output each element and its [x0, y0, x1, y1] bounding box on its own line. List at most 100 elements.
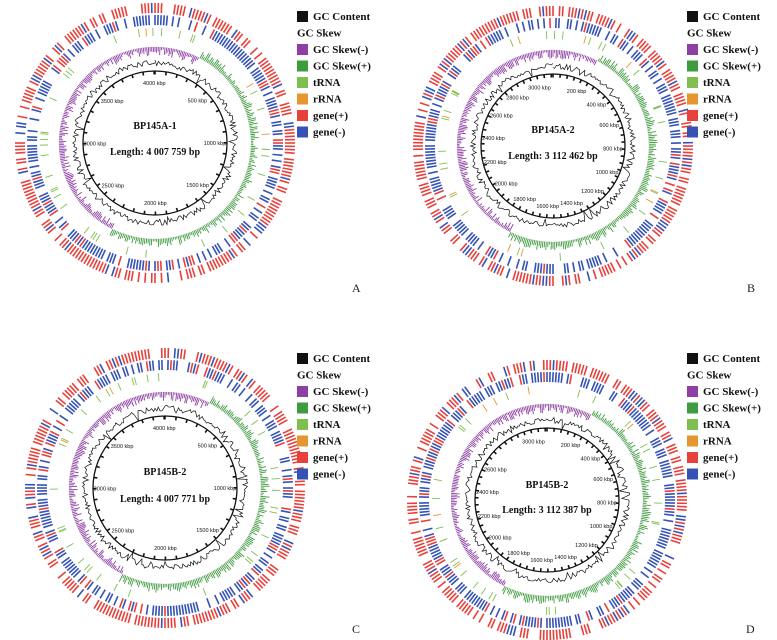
- tick-mark: [500, 552, 504, 556]
- tick-label: 500 kbp: [188, 99, 208, 105]
- gene-mark: [657, 425, 667, 433]
- gc-skew-mark: [121, 402, 125, 408]
- gene-mark: [39, 85, 50, 92]
- gc-skew-mark: [78, 526, 87, 531]
- gc-skew-mark: [545, 241, 547, 250]
- gc-skew-mark: [603, 577, 609, 585]
- trna-mark: [256, 107, 265, 111]
- gc-skew-mark: [127, 399, 131, 406]
- gc-skew-mark: [77, 447, 84, 451]
- gc-skew-mark: [626, 441, 634, 447]
- gene-mark: [268, 108, 279, 113]
- gene-mark: [182, 6, 186, 17]
- tick-label: 1800 kbp: [513, 197, 536, 203]
- gene-mark: [228, 234, 236, 244]
- legend-swatch: [297, 402, 308, 414]
- tick-mark: [499, 96, 503, 101]
- gene-mark: [423, 92, 433, 98]
- gene-mark: [458, 225, 468, 234]
- gene-mark: [657, 453, 667, 459]
- gc-skew-mark: [563, 50, 566, 59]
- gc-skew-mark: [518, 236, 523, 244]
- gene-mark: [114, 8, 119, 19]
- gene-mark: [667, 80, 678, 87]
- gc-skew-mark: [245, 175, 251, 178]
- tick-label: 2800 kbp: [506, 96, 529, 102]
- gc-skew-mark: [236, 417, 243, 425]
- gene-mark: [238, 372, 246, 382]
- gene-mark: [281, 170, 292, 174]
- gc-skew-mark: [482, 209, 486, 212]
- gc-skew-mark: [82, 79, 87, 84]
- gc-skew-mark: [526, 406, 530, 415]
- gc-skew-mark: [81, 533, 87, 537]
- gene-mark: [278, 550, 288, 557]
- gc-skew-mark: [86, 206, 92, 212]
- gc-skew-mark: [587, 414, 591, 421]
- gc-skew-mark: [133, 397, 137, 406]
- gene-mark: [293, 502, 305, 506]
- gc-skew-mark: [483, 206, 491, 214]
- gc-skew-mark: [541, 241, 544, 248]
- tick-mark: [506, 198, 510, 202]
- gc-skew-mark: [539, 595, 541, 604]
- gene-mark: [231, 382, 239, 392]
- gene-mark: [271, 80, 281, 87]
- gc-skew-mark: [145, 582, 148, 587]
- trna-mark: [50, 186, 58, 191]
- gene-mark: [41, 518, 52, 523]
- gc-skew-mark: [612, 426, 616, 431]
- gene-mark: [593, 382, 599, 393]
- gc-skew-mark: [486, 425, 490, 430]
- gene-mark: [267, 425, 278, 432]
- gc-skew-mark: [510, 59, 515, 67]
- gc-skew-mark: [74, 193, 78, 196]
- gc-skew-mark: [63, 112, 68, 116]
- gene-mark: [32, 105, 43, 111]
- gene-mark: [660, 530, 671, 535]
- gene-mark: [512, 613, 517, 624]
- tick-mark: [515, 83, 520, 88]
- gene-mark: [447, 72, 457, 80]
- gc-skew-mark: [73, 513, 82, 517]
- gene-mark: [451, 396, 460, 406]
- gene-mark: [233, 383, 241, 394]
- tick-mark: [482, 530, 487, 534]
- gc-skew-mark: [648, 131, 657, 134]
- gene-mark: [560, 372, 564, 383]
- gene-mark: [674, 95, 685, 101]
- gene-mark: [429, 176, 440, 181]
- gene-mark: [226, 378, 234, 389]
- gc-skew-mark: [487, 210, 493, 217]
- gene-mark: [272, 534, 283, 540]
- gene-mark: [244, 573, 253, 583]
- gc-skew-mark: [620, 561, 626, 567]
- gene-mark: [586, 10, 591, 21]
- gc-skew-mark: [611, 63, 618, 71]
- gc-skew-mark: [646, 167, 655, 170]
- gene-mark: [522, 628, 526, 639]
- gene-mark: [151, 605, 155, 616]
- gc-skew-mark: [101, 558, 104, 561]
- gene-mark: [284, 128, 295, 132]
- gc-skew-mark: [82, 533, 89, 538]
- gene-mark: [272, 129, 283, 133]
- tick-mark: [614, 487, 619, 491]
- gc-skew-mark: [494, 217, 500, 223]
- gc-skew-mark: [202, 56, 205, 61]
- gene-mark: [492, 250, 499, 260]
- gene-mark: [497, 381, 504, 392]
- gc-skew-mark: [92, 549, 95, 552]
- gene-mark: [190, 254, 196, 265]
- gc-skew-mark: [468, 187, 477, 193]
- gc-skew-mark: [60, 125, 69, 129]
- gene-mark: [284, 151, 295, 154]
- gene-mark: [425, 156, 436, 160]
- gc-skew-mark: [629, 86, 633, 89]
- gc-skew-mark: [484, 567, 491, 574]
- gene-mark: [143, 616, 148, 627]
- gc-skew-mark: [189, 580, 193, 588]
- trna-mark: [459, 424, 467, 431]
